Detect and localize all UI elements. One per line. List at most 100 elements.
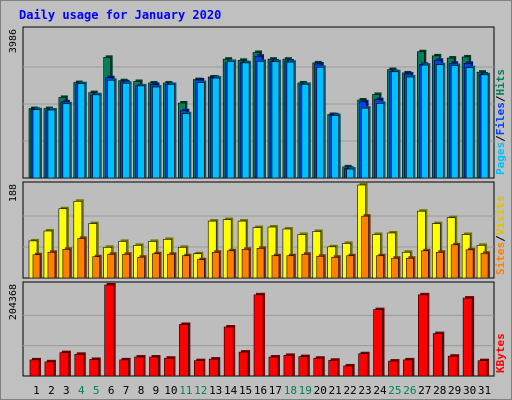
pages-bar-day-29-body xyxy=(450,65,459,179)
pages-bar-day-17-body xyxy=(271,61,280,179)
pages-bar-day-22 xyxy=(346,167,356,179)
kbytes-bar-day-9 xyxy=(149,355,161,377)
visits-bar-day-17-body xyxy=(271,255,280,279)
pages-bar-day-4-body xyxy=(77,83,86,179)
kbytes-bar-day-21 xyxy=(328,358,340,377)
x-tick-label-day-6: 6 xyxy=(108,384,115,397)
visits-bar-day-23 xyxy=(361,214,371,279)
x-tick-label-day-21: 21 xyxy=(329,384,342,397)
kbytes-bar-day-31-body xyxy=(477,360,488,377)
kbytes-bar-day-29 xyxy=(447,354,460,377)
chart-labels: 3986188204368Pages/Files/HitsSites/Visit… xyxy=(8,29,507,373)
legend-visits: Visits xyxy=(494,196,507,236)
kbytes-bar-day-24 xyxy=(373,307,385,377)
kbytes-bar-day-5 xyxy=(89,357,101,377)
visits-bar-day-16 xyxy=(256,246,267,279)
kbytes-bar-day-6-body xyxy=(104,284,114,377)
x-tick-label-day-20: 20 xyxy=(314,384,327,397)
x-tick-label-day-14: 14 xyxy=(224,384,238,397)
x-tick-label-day-7: 7 xyxy=(123,384,130,397)
kbytes-bar-day-9-body xyxy=(149,356,159,377)
visits-bar-day-8-body xyxy=(137,256,145,279)
pages-bar-day-6 xyxy=(107,78,117,179)
kbytes-bar-day-17 xyxy=(268,355,280,377)
kbytes-bar-day-12-body xyxy=(193,360,204,377)
kbytes-bar-day-7-body xyxy=(119,359,129,377)
pages-bar-day-8-body xyxy=(137,85,145,179)
kbytes-bar-day-2-body xyxy=(44,361,55,377)
middle-legend: Sites/Visits xyxy=(494,196,507,276)
pages-bar-day-28 xyxy=(435,62,446,179)
x-axis-ticks: 1 2 3 4 5 6 7 8 9 10 11 12 13 14 15 16 17 18 19 20 21 22 23 24 2… xyxy=(33,384,491,397)
pages-bar-day-26-body xyxy=(406,76,414,179)
bottom-max-label: 204368 xyxy=(8,284,19,320)
kbytes-bar-day-4-body xyxy=(74,354,85,377)
legend-sep: / xyxy=(494,95,507,102)
visits-bar-day-20-body xyxy=(316,255,325,279)
kbytes-bar-day-28-body xyxy=(432,333,443,377)
visits-bar-day-2-body xyxy=(47,251,56,279)
chart-bars xyxy=(28,49,491,377)
kbytes-bar-day-13 xyxy=(208,357,221,377)
visits-bar-day-27 xyxy=(421,248,431,279)
x-tick-label-day-29: 29 xyxy=(448,384,461,397)
visits-bar-day-26-body xyxy=(406,257,414,279)
pages-bar-day-15-body xyxy=(241,62,250,179)
kbytes-bar-day-16-body xyxy=(253,294,264,377)
kbytes-bar-day-26-body xyxy=(403,359,413,377)
kbytes-bar-day-27 xyxy=(418,292,430,377)
kbytes-bar-day-4 xyxy=(74,352,86,377)
x-tick-label-day-12: 12 xyxy=(194,384,207,397)
legend-sep: / xyxy=(494,135,507,142)
kbytes-bar-day-6 xyxy=(104,283,116,377)
kbytes-bar-day-28 xyxy=(432,331,445,377)
chart-title: Daily usage for January 2020 xyxy=(19,8,222,22)
legend-sites: Sites xyxy=(494,242,507,275)
visits-bar-day-20 xyxy=(316,254,326,279)
visits-bar-day-21-body xyxy=(331,256,340,279)
visits-bar-day-31-body xyxy=(480,252,489,279)
visits-bar-day-28 xyxy=(435,250,446,279)
visits-bar-day-4 xyxy=(77,236,87,279)
x-tick-label-day-25: 25 xyxy=(388,384,401,397)
kbytes-bar-day-1 xyxy=(29,357,41,377)
x-tick-label-day-13: 13 xyxy=(209,384,222,397)
visits-bar-day-29-body xyxy=(450,244,459,279)
pages-bar-day-25-body xyxy=(391,71,399,179)
visits-bar-day-2 xyxy=(47,250,57,279)
legend-kbytes: KBytes xyxy=(494,333,507,373)
kbytes-bar-day-11-body xyxy=(179,324,189,377)
kbytes-bar-day-29-body xyxy=(447,355,458,377)
pages-bar-day-31 xyxy=(480,72,491,179)
visits-bar-day-24 xyxy=(376,253,386,279)
kbytes-bar-day-7 xyxy=(119,357,131,377)
pages-bar-day-20 xyxy=(316,65,326,179)
visits-bar-day-3-body xyxy=(62,249,71,279)
pages-bar-day-10-body xyxy=(167,84,175,179)
visits-bar-day-9 xyxy=(152,251,162,279)
kbytes-bar-day-2 xyxy=(44,359,56,377)
kbytes-bar-day-1-body xyxy=(29,359,40,377)
x-tick-label-day-10: 10 xyxy=(164,384,177,397)
kbytes-bar-day-15-body xyxy=(238,351,249,377)
pages-bar-day-27-body xyxy=(421,64,429,179)
pages-bar-day-12-body xyxy=(196,82,205,179)
pages-bar-day-12 xyxy=(196,80,207,179)
kbytes-bar-day-27-body xyxy=(418,294,428,377)
pages-bar-day-11 xyxy=(182,111,192,179)
x-tick-label-day-16: 16 xyxy=(254,384,267,397)
pages-bar-day-14-body xyxy=(226,61,235,179)
pages-bar-day-23 xyxy=(361,106,371,179)
x-tick-label-day-4: 4 xyxy=(78,384,85,397)
visits-bar-day-8 xyxy=(137,255,147,279)
pages-bar-day-26 xyxy=(406,75,416,179)
x-tick-label-day-15: 15 xyxy=(239,384,252,397)
visits-bar-day-29 xyxy=(450,242,461,279)
pages-bar-day-21 xyxy=(331,113,341,179)
pages-bar-day-7-body xyxy=(122,83,130,179)
visits-bar-day-14 xyxy=(226,248,237,279)
kbytes-bar-day-23 xyxy=(358,351,370,377)
x-tick-label-day-23: 23 xyxy=(358,384,371,397)
x-tick-label-day-18: 18 xyxy=(284,384,297,397)
